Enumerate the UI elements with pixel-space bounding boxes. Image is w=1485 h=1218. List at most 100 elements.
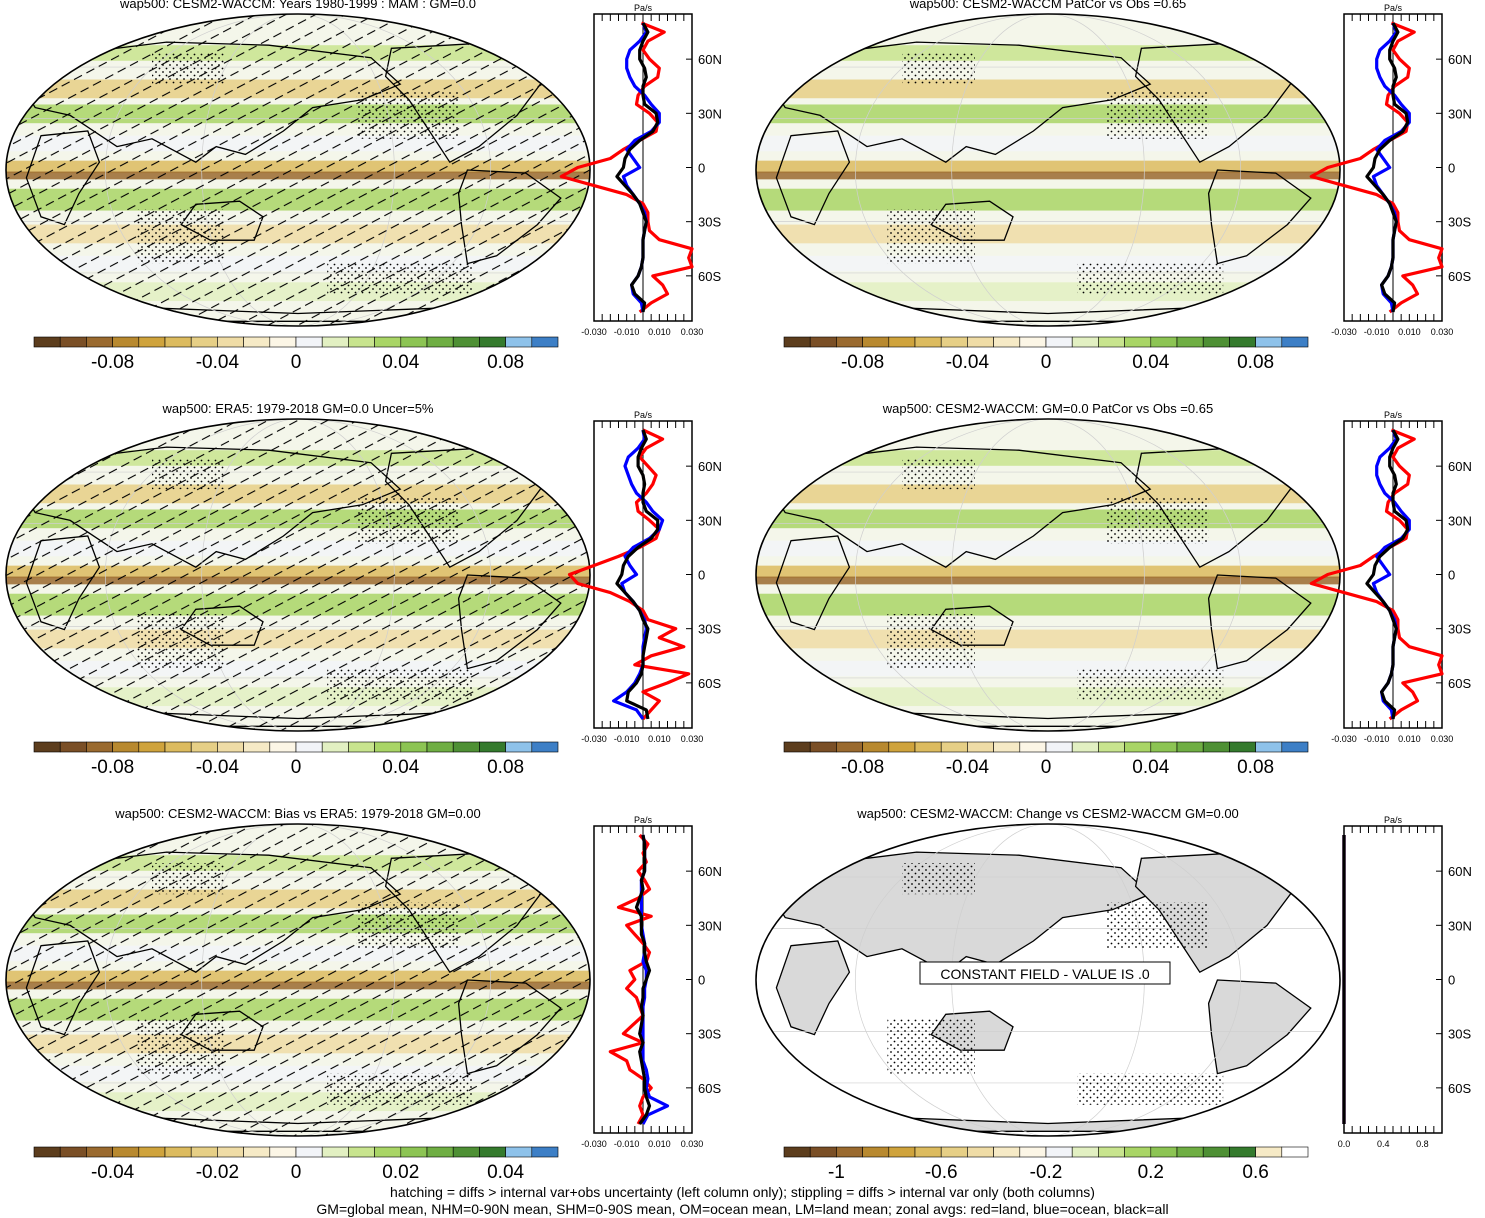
zonal-y-tick-label: 0 — [698, 973, 705, 988]
zonal-avg-panel-1: Pa/s 60N 30N 0 30S 60S -0.030 -0.010 0.010 0.030 — [559, 3, 722, 337]
map-title: wap500: CESM2-WACCM: GM=0.0 PatCor vs Ob… — [882, 401, 1213, 416]
colorbar-tick-label: -0.02 — [196, 1162, 239, 1183]
zonal-line-land — [1309, 21, 1444, 314]
colorbar-swatch — [914, 1146, 942, 1158]
colorbar-swatch — [86, 741, 113, 753]
colorbar-tick-label: 0.08 — [1237, 757, 1274, 778]
zonal-x-tick-label: -0.010 — [1364, 734, 1390, 744]
colorbar-swatch — [1045, 1146, 1073, 1158]
map-title: wap500: ERA5: 1979-2018 GM=0.0 Uncer=5% — [161, 401, 433, 416]
colorbar-swatch — [531, 1146, 559, 1158]
colorbar-swatch — [888, 336, 916, 348]
colorbar-swatch — [1202, 336, 1230, 348]
colorbar-swatch — [1124, 336, 1152, 348]
colorbar-swatch — [531, 336, 559, 348]
colorbar-swatch — [33, 741, 61, 753]
colorbar-swatch — [295, 741, 323, 753]
field-band — [756, 660, 1340, 677]
colorbar-swatch — [1229, 336, 1256, 348]
stippling-region — [887, 209, 975, 264]
zonal-avg-panel-6: Pa/s 60N 30N 0 30S 60S 0.0 0.4 0.8 — [1338, 815, 1472, 1149]
colorbar-swatch — [1176, 741, 1204, 753]
zonal-x-tick-label: -0.030 — [581, 734, 607, 744]
zonal-x-tick-label: 0.030 — [681, 327, 704, 337]
zonal-y-tick-label: 60S — [1448, 676, 1471, 691]
zonal-line-all — [615, 22, 660, 313]
zonal-y-tick-label: 60S — [698, 676, 721, 691]
footer-line-2: GM=global mean, NHM=0-90N mean, SHM=0-90… — [316, 1201, 1169, 1217]
colorbar-tick-label: -0.04 — [196, 757, 240, 778]
zonal-x-tick-label: 0.030 — [1431, 327, 1454, 337]
colorbar-tick-label: -0.08 — [91, 352, 134, 373]
stippling-region — [1106, 92, 1209, 139]
stippling-region — [902, 53, 975, 85]
colorbar-swatch — [888, 1146, 916, 1158]
colorbar-swatch — [59, 741, 87, 753]
zonal-unit-label: Pa/s — [1384, 3, 1403, 13]
zonal-unit-label: Pa/s — [634, 815, 653, 825]
colorbar-swatch — [809, 336, 837, 348]
colorbar-swatch — [217, 336, 244, 348]
field-band — [756, 576, 1340, 585]
colorbar-swatch — [138, 336, 166, 348]
colorbar-swatch — [217, 1146, 244, 1158]
map-border — [5, 823, 591, 1137]
colorbar-tick-label: -0.04 — [196, 352, 240, 373]
colorbar-tick-label: 0 — [1041, 757, 1052, 778]
colorbar-tick-label: -0.2 — [1030, 1162, 1063, 1183]
zonal-y-tick-label: 60S — [698, 269, 721, 284]
zonal-y-tick-label: 30S — [698, 1027, 721, 1042]
colorbar-swatch — [531, 741, 559, 753]
colorbar-swatch — [1045, 741, 1073, 753]
zonal-y-tick-label: 30N — [1448, 106, 1472, 121]
colorbar-tick-label: 0.04 — [382, 757, 419, 778]
continent-eurasia — [769, 446, 1152, 568]
colorbar-swatch — [374, 1146, 402, 1158]
footer-line-1: hatching = diffs > internal var+obs unce… — [390, 1184, 1095, 1200]
colorbar-tick-label: 0.6 — [1242, 1162, 1268, 1183]
colorbar-swatch — [164, 336, 192, 348]
colorbar-swatch — [1150, 1146, 1178, 1158]
stippling-region — [902, 863, 975, 895]
colorbar-tick-label: -0.04 — [91, 1162, 135, 1183]
colorbar-swatch — [1176, 1146, 1204, 1158]
field-band — [756, 509, 1340, 529]
zonal-line-all — [615, 429, 660, 720]
colorbar-tick-label: 0.04 — [1132, 757, 1169, 778]
continent-samerica — [1207, 574, 1312, 670]
map-panel-2: wap500: CESM2-WACCM PatCor vs Obs =0.65 — [755, 0, 1341, 327]
colorbar-swatch — [1150, 336, 1178, 348]
colorbar-tick-label: 0.08 — [487, 757, 524, 778]
colorbar-swatch — [479, 741, 506, 753]
zonal-y-tick-label: 30N — [1448, 918, 1472, 933]
zonal-line-land — [559, 21, 694, 314]
zonal-x-tick-label: -0.030 — [1331, 734, 1357, 744]
zonal-x-tick-label: 0.0 — [1338, 1139, 1351, 1149]
colorbar-tick-label: 0.08 — [1237, 352, 1274, 373]
stippling-region — [1106, 497, 1209, 544]
colorbar-swatch — [295, 336, 323, 348]
colorbar-swatch — [1255, 741, 1283, 753]
constant-field-box — [919, 961, 1171, 985]
colorbar-swatch — [967, 1146, 994, 1158]
colorbar-3: -0.08 -0.04 0 0.04 0.08 — [33, 741, 559, 778]
hatching-region — [6, 419, 590, 731]
colorbar-tick-label: 0.08 — [487, 352, 524, 373]
hatching-region — [6, 14, 590, 326]
colorbar-swatch — [321, 741, 349, 753]
colorbar-tick-label: 0.02 — [382, 1162, 419, 1183]
field-band — [756, 629, 1340, 649]
colorbar-swatch — [1071, 1146, 1099, 1158]
colorbar-swatch — [452, 336, 480, 348]
colorbar-swatch — [243, 741, 271, 753]
graticule-meridian — [951, 14, 1145, 326]
map-panel-3: wap500: ERA5: 1979-2018 GM=0.0 Uncer=5% — [5, 401, 591, 732]
colorbar-swatch — [1229, 1146, 1256, 1158]
zonal-y-tick-label: 30S — [698, 622, 721, 637]
hatching-region — [6, 824, 590, 1136]
continent-africa — [775, 940, 851, 1036]
colorbar-swatch — [914, 336, 942, 348]
zonal-line-all — [1365, 429, 1410, 720]
colorbar-swatch — [505, 1146, 533, 1158]
zonal-unit-label: Pa/s — [634, 3, 653, 13]
